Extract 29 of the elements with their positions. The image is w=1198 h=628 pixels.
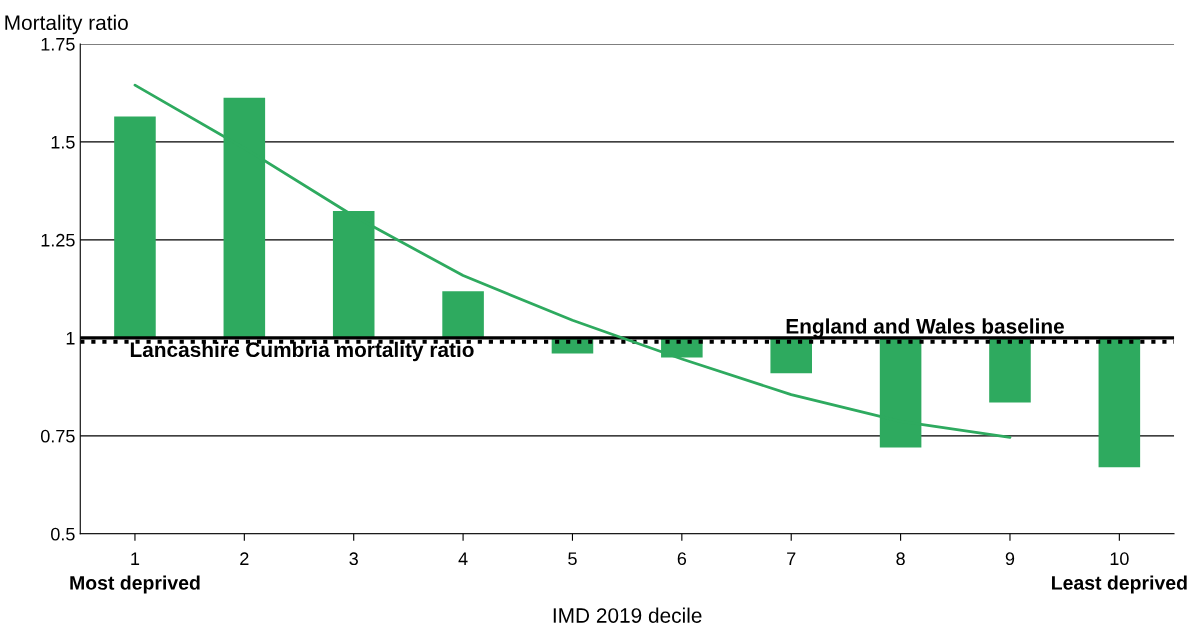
y-tick-label: 0.75 bbox=[40, 429, 75, 443]
x-axis-title: IMD 2019 decile bbox=[553, 607, 702, 623]
y-tick-label: 1.25 bbox=[41, 233, 75, 247]
y-tick-label: 1 bbox=[66, 331, 75, 345]
bar bbox=[114, 116, 156, 338]
bar bbox=[989, 337, 1031, 403]
bar bbox=[332, 210, 375, 338]
text: Most deprived bbox=[70, 575, 200, 594]
x-tick-label: 5 bbox=[568, 552, 577, 566]
ref-line-label: Lancashire Cumbria mortality ratio bbox=[130, 341, 474, 362]
y-tick-label: 0.5 bbox=[51, 527, 75, 541]
y-tick-label: 1.5 bbox=[51, 136, 75, 149]
x-tick-label: 3 bbox=[349, 552, 358, 566]
x-tick-label: 10 bbox=[1110, 552, 1129, 566]
text: Least deprived bbox=[1052, 575, 1187, 594]
x-tick-label: 6 bbox=[677, 552, 687, 566]
x-tick-label: 4 bbox=[458, 552, 468, 565]
ref-line-label: England and Wales baseline bbox=[786, 318, 1064, 338]
bar bbox=[223, 97, 266, 338]
bar bbox=[442, 291, 484, 338]
bar bbox=[1098, 337, 1141, 468]
x-tick-label: 9 bbox=[1005, 552, 1015, 566]
y-axis-title: Mortality ratio bbox=[5, 14, 128, 35]
x-tick-label: 7 bbox=[787, 552, 796, 565]
x-tick-label: 1 bbox=[131, 552, 140, 565]
x-tick-label: 8 bbox=[896, 552, 905, 566]
bar bbox=[770, 337, 812, 374]
x-tick-label: 2 bbox=[240, 552, 249, 565]
y-tick-label: 1.75 bbox=[41, 38, 75, 51]
